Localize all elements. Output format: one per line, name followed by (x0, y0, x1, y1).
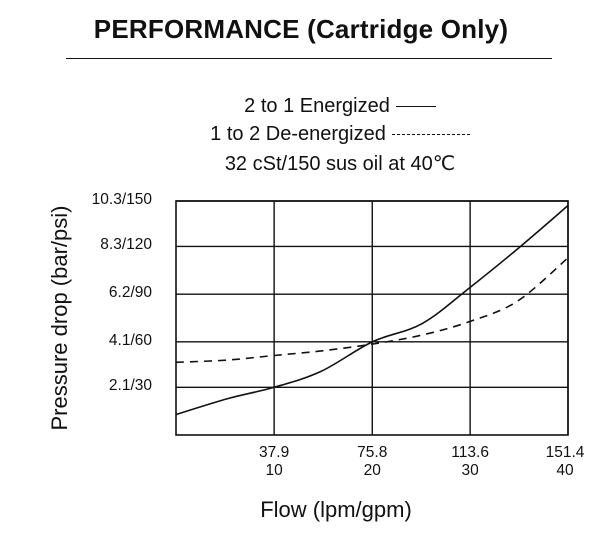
legend-deenergized: 1 to 2 De-energized (150, 123, 530, 146)
y-tick-label: 8.3/120 (100, 236, 152, 254)
x-tick-label-gpm: 30 (461, 462, 479, 479)
legend-energized: 2 to 1 Energized (150, 95, 530, 118)
y-tick-label: 10.3/150 (91, 191, 152, 208)
plot-frame (175, 200, 569, 436)
x-tick-label-gpm: 20 (363, 462, 381, 479)
legend-solid-line-sample (395, 106, 436, 108)
x-tick-label: 113.6 30 (435, 444, 505, 480)
legend-energized-label: 2 to 1 Energized (244, 95, 390, 117)
x-tick-label-lpm: 113.6 (451, 444, 489, 461)
legend-deenergized-label: 1 to 2 De-energized (210, 123, 386, 145)
x-tick-label-lpm: 37.9 (259, 444, 290, 461)
series-line-energized (175, 204, 569, 416)
oil-condition-label: 32 cSt/150 sus oil at 40℃ (224, 153, 456, 175)
series-line-deenergized (175, 257, 569, 364)
legend-oil-condition: 32 cSt/150 sus oil at 40℃ (150, 151, 530, 176)
x-tick-label: 75.8 20 (337, 444, 407, 480)
y-tick-label: 2.1/30 (108, 377, 152, 395)
x-tick-label-lpm: 151.4 (545, 444, 585, 461)
x-tick-label-gpm: 10 (265, 462, 283, 479)
x-tick-label-lpm: 75.8 (357, 444, 388, 461)
y-tick-label: 4.1/60 (108, 331, 152, 349)
x-tick-label-gpm: 40 (556, 462, 574, 479)
page-title: PERFORMANCE (Cartridge Only) (93, 14, 509, 44)
x-tick-label: 37.9 10 (239, 444, 309, 480)
legend-dashed-line-sample (391, 134, 470, 136)
x-tick-label: 151.4 40 (530, 444, 600, 480)
title-divider (66, 58, 552, 59)
y-tick-label: 6.2/90 (108, 284, 152, 302)
x-axis-label: Flow (lpm/gpm) (260, 497, 412, 522)
